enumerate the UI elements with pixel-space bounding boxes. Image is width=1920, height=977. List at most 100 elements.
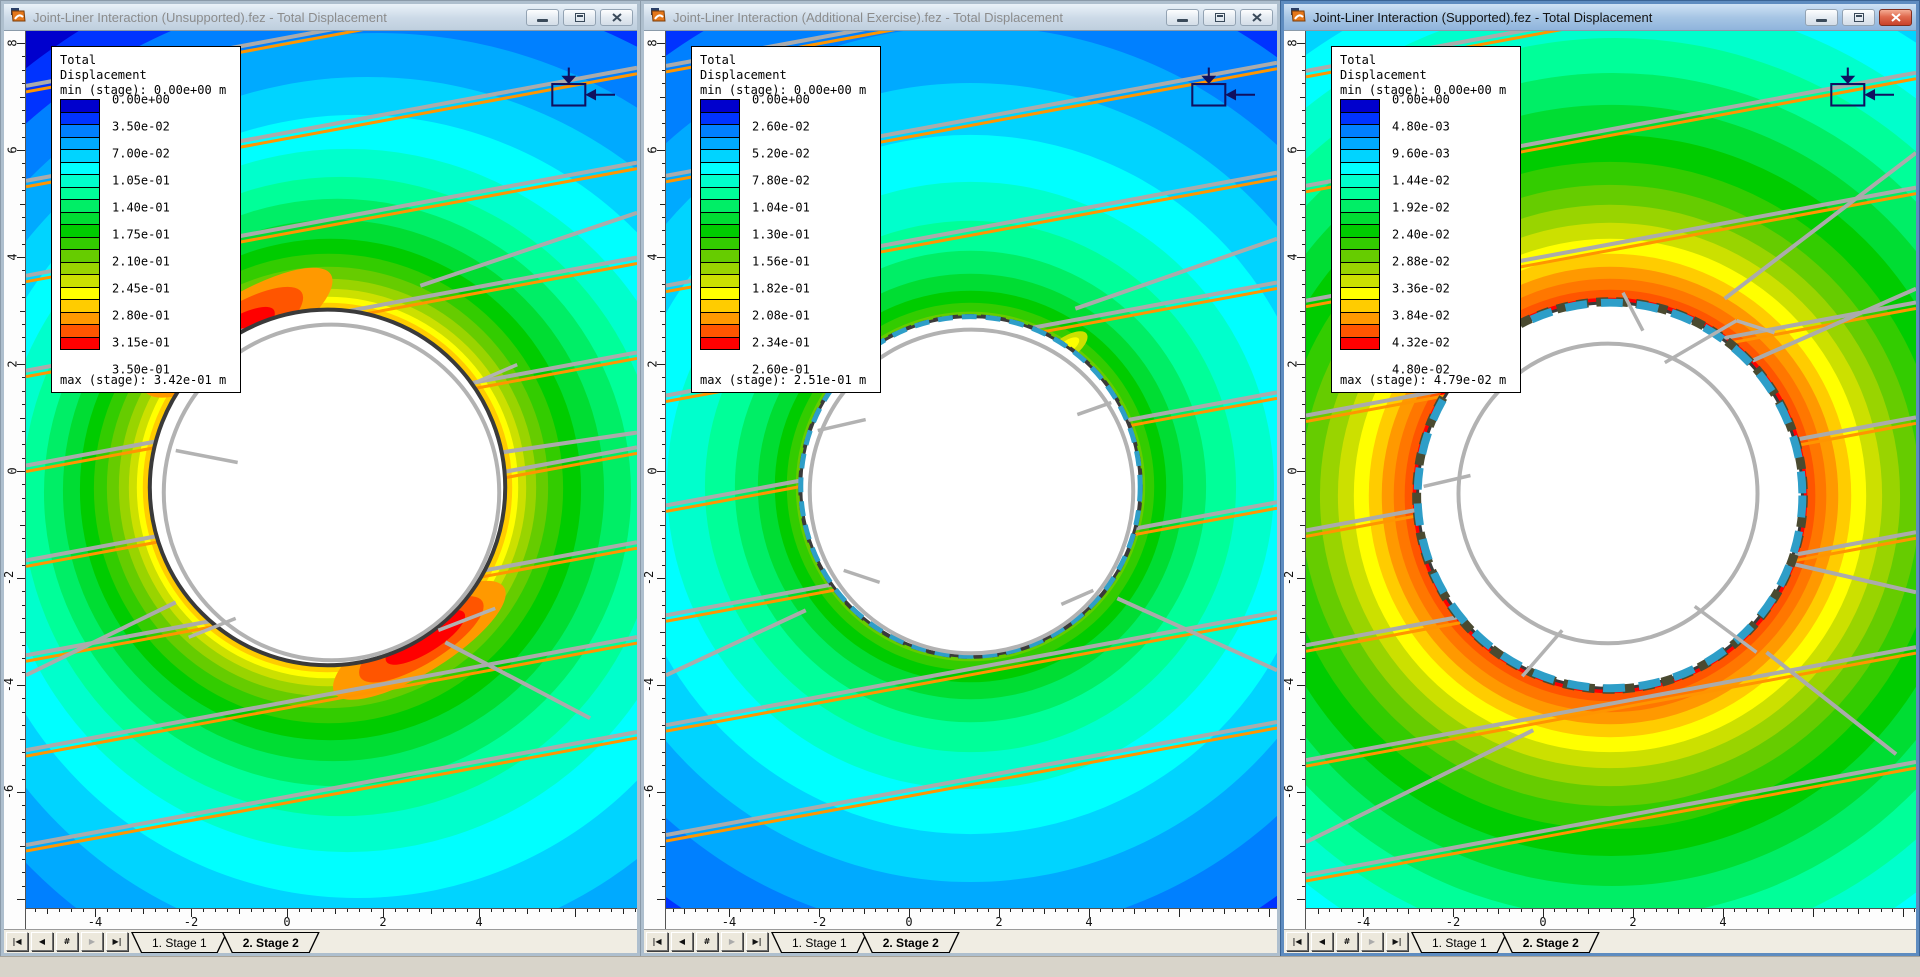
y-axis-label: -4 [642, 678, 656, 692]
nav-stage-number-button[interactable]: # [1336, 932, 1358, 951]
legend-tick-value: 1.75e-01 [112, 228, 170, 242]
legend-color-cell [60, 99, 100, 113]
legend-tick-value: 4.80e-02 [1392, 363, 1450, 377]
nav-stage-number-button[interactable]: # [696, 932, 718, 951]
titlebar[interactable]: Joint-Liner Interaction (Supported).fez … [1284, 4, 1916, 30]
tab-label: 1. Stage 1 [1432, 936, 1487, 950]
legend-color-cell [1340, 237, 1380, 251]
legend-color-cell [700, 249, 740, 263]
x-axis-label: 0 [283, 915, 290, 929]
nav-stage-number-button[interactable]: # [56, 932, 78, 951]
legend-title-line1: Total [700, 53, 874, 68]
x-axis-label: 0 [1539, 915, 1546, 929]
stage-tab-bar: |◀ ◀ # ▶ ▶| 1. Stage 1 2. Stage 2 [4, 929, 637, 953]
nav-first-button[interactable]: |◀ [646, 932, 668, 951]
y-axis-label: -4 [2, 678, 16, 692]
tab-label: 2. Stage 2 [1523, 936, 1579, 950]
x-axis-label: 2 [379, 915, 386, 929]
legend-color-cell [60, 199, 100, 213]
nav-next-button[interactable]: ▶ [1361, 932, 1383, 951]
mdi-background-strip [0, 956, 1920, 977]
legend-color-cell [700, 162, 740, 176]
restore-button[interactable] [1842, 9, 1875, 26]
tab-label: 1. Stage 1 [792, 936, 847, 950]
legend-title-line2: Displacement [1340, 68, 1514, 83]
tab-stage-1[interactable]: 1. Stage 1 [131, 932, 228, 953]
legend-color-cell [1340, 262, 1380, 276]
legend-tick-value: 0.00e+00 [112, 93, 170, 107]
restore-button[interactable] [563, 9, 596, 26]
close-icon [1891, 13, 1901, 22]
tab-stage-1[interactable]: 1. Stage 1 [1411, 932, 1508, 953]
y-axis-label: 2 [1285, 360, 1299, 367]
nav-last-button[interactable]: ▶| [746, 932, 768, 951]
close-button[interactable] [600, 9, 633, 26]
y-axis-label: -2 [2, 571, 16, 585]
legend-color-cell [700, 187, 740, 201]
nav-prev-button[interactable]: ◀ [671, 932, 693, 951]
legend-tick-value: 2.08e-01 [752, 309, 810, 323]
legend-colorbar [1340, 100, 1380, 370]
legend-tick-value: 3.36e-02 [1392, 282, 1450, 296]
legend-color-cell [1340, 124, 1380, 138]
minimize-icon [1177, 19, 1188, 22]
legend-tick-value: 4.32e-02 [1392, 336, 1450, 350]
tab-label: 1. Stage 1 [152, 936, 207, 950]
legend-color-cell [700, 262, 740, 276]
app-icon[interactable] [10, 7, 27, 28]
nav-first-button[interactable]: |◀ [1286, 932, 1308, 951]
close-button[interactable] [1879, 9, 1912, 26]
y-axis-label: -2 [1282, 571, 1296, 585]
nav-last-button[interactable]: ▶| [106, 932, 128, 951]
legend-color-cell [700, 312, 740, 326]
window-supported: Joint-Liner Interaction (Supported).fez … [1281, 1, 1919, 956]
x-axis-label: 0 [905, 915, 912, 929]
restore-button[interactable] [1203, 9, 1236, 26]
legend-color-cell [60, 324, 100, 338]
minimize-button[interactable] [526, 9, 559, 26]
tab-stage-1[interactable]: 1. Stage 1 [771, 932, 868, 953]
legend-tick-labels: 0.00e+003.50e-027.00e-021.05e-011.40e-01… [112, 100, 234, 370]
window-additional-exercise: Joint-Liner Interaction (Additional Exer… [641, 1, 1280, 956]
minimize-button[interactable] [1805, 9, 1838, 26]
nav-last-button[interactable]: ▶| [1386, 932, 1408, 951]
close-icon [612, 13, 622, 22]
tab-stage-2[interactable]: 2. Stage 2 [862, 932, 960, 953]
legend-color-cell [1340, 174, 1380, 188]
legend-tick-value: 7.00e-02 [112, 147, 170, 161]
legend-tick-value: 4.80e-03 [1392, 120, 1450, 134]
contour-canvas[interactable]: Total Displacement min (stage): 0.00e+00… [666, 31, 1277, 909]
legend-color-cell [1340, 274, 1380, 288]
app-icon[interactable] [650, 7, 667, 28]
minimize-button[interactable] [1166, 9, 1199, 26]
restore-icon [575, 13, 585, 22]
titlebar[interactable]: Joint-Liner Interaction (Additional Exer… [644, 4, 1277, 30]
legend-title-line2: Displacement [700, 68, 874, 83]
close-button[interactable] [1240, 9, 1273, 26]
tab-stage-2[interactable]: 2. Stage 2 [222, 932, 320, 953]
minimize-icon [1816, 19, 1827, 22]
titlebar[interactable]: Joint-Liner Interaction (Unsupported).fe… [4, 4, 637, 30]
nav-next-button[interactable]: ▶ [81, 932, 103, 951]
legend-color-cell [60, 137, 100, 151]
nav-prev-button[interactable]: ◀ [31, 932, 53, 951]
contour-canvas[interactable]: Total Displacement min (stage): 0.00e+00… [26, 31, 637, 909]
tab-stage-2[interactable]: 2. Stage 2 [1502, 932, 1600, 953]
nav-first-button[interactable]: |◀ [6, 932, 28, 951]
stage-tab-bar: |◀ ◀ # ▶ ▶| 1. Stage 1 2. Stage 2 [1284, 929, 1916, 953]
legend-tick-value: 1.44e-02 [1392, 174, 1450, 188]
field-stress-icon [1189, 67, 1255, 111]
legend-color-cell [60, 174, 100, 188]
application-workspace: Joint-Liner Interaction (Unsupported).fe… [0, 0, 1920, 977]
legend-color-cell [60, 224, 100, 238]
y-axis-label: -6 [1282, 785, 1296, 799]
y-axis-label: 6 [1285, 146, 1299, 153]
stage-tab-bar: |◀ ◀ # ▶ ▶| 1. Stage 1 2. Stage 2 [644, 929, 1277, 953]
legend-tick-value: 2.40e-02 [1392, 228, 1450, 242]
legend-color-cell [700, 324, 740, 338]
contour-canvas[interactable]: Total Displacement min (stage): 0.00e+00… [1306, 31, 1916, 909]
nav-prev-button[interactable]: ◀ [1311, 932, 1333, 951]
legend-colorbar [700, 100, 740, 370]
nav-next-button[interactable]: ▶ [721, 932, 743, 951]
app-icon[interactable] [1290, 7, 1307, 28]
